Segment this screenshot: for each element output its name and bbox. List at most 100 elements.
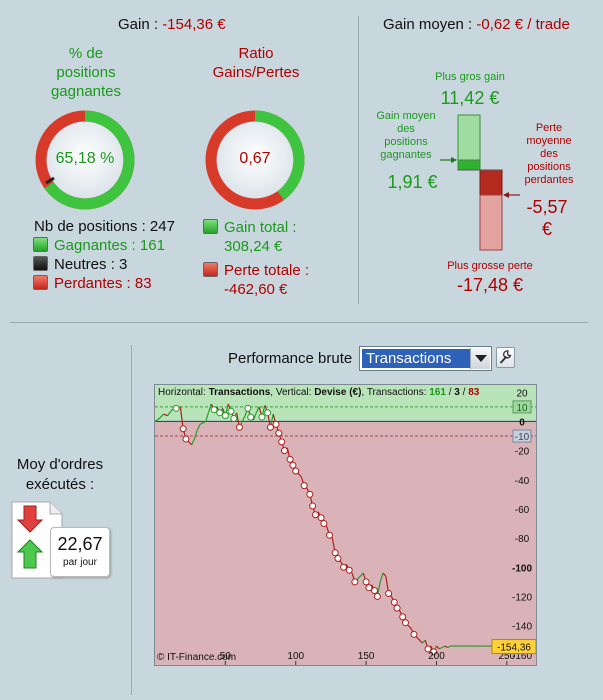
- series-segment: [191, 438, 195, 446]
- red-square-icon: [203, 262, 218, 277]
- data-point: [390, 598, 398, 606]
- top-divider-vertical: [358, 16, 359, 304]
- data-point: [399, 613, 407, 621]
- gain-total-value: 308,24 €: [224, 238, 283, 255]
- series-segment: [167, 409, 173, 416]
- data-point: [326, 531, 334, 539]
- data-point: [227, 407, 235, 415]
- data-point: [362, 578, 370, 586]
- settings-wrench-button[interactable]: [496, 347, 515, 368]
- data-point: [264, 409, 272, 417]
- upper-band-label: 10: [516, 403, 528, 414]
- perte-totale-label: Perte totale :: [224, 262, 310, 279]
- plus-gros-gain-value: 11,42 €: [440, 88, 500, 108]
- series-segment: [196, 424, 201, 431]
- pm-value-line2: €: [541, 219, 552, 239]
- data-point: [334, 555, 342, 563]
- gain-moyen-value: -0,62 € / trade: [476, 16, 570, 33]
- y-tick-label: -40: [515, 476, 530, 487]
- perte-totale: Perte totale : -462,60 €: [203, 261, 309, 299]
- x-tick-label: 100: [287, 651, 304, 662]
- data-point: [373, 592, 381, 600]
- plus-gros-gain-label: Plus gros gain: [435, 71, 505, 83]
- ordres-card: 22,67 par jour: [50, 527, 110, 577]
- data-point: [430, 648, 438, 656]
- plus-grosse-perte-label: Plus grosse perte: [447, 260, 533, 272]
- pm-value-line1: -5,57: [526, 197, 568, 217]
- ratio-donut: [205, 110, 305, 210]
- series-segment: [252, 412, 257, 421]
- series-segment: [382, 572, 387, 577]
- gain-moyen-summary: Gain moyen : -0,62 € / trade: [383, 16, 570, 33]
- ordres-label-line2: exécutés :: [25, 476, 95, 493]
- performance-chart: 50 100 150 200 250 20 0 -20 -40 -60 -80 -100 -120 -14…: [154, 384, 537, 666]
- data-point: [385, 590, 393, 598]
- lower-band-label: -10: [515, 432, 530, 443]
- data-point: [340, 563, 348, 571]
- perdantes-label: Perdantes : 83: [54, 275, 152, 292]
- data-point: [289, 461, 297, 469]
- pct-gagnantes-title: % de positions gagnantes: [30, 44, 142, 101]
- ordres-value: 22,67: [57, 534, 103, 554]
- data-point: [230, 415, 238, 423]
- series-segment: [179, 406, 184, 429]
- pct-title-line2: positions: [56, 64, 116, 81]
- data-point: [300, 482, 308, 490]
- gagnantes-label: Gagnantes : 161: [54, 237, 165, 254]
- data-point: [331, 549, 339, 557]
- chart-header-prefix: Horizontal:: [158, 387, 209, 398]
- data-point: [424, 645, 432, 653]
- chart-header-vertical: Devise (€): [314, 387, 362, 398]
- ratio-title-line1: Ratio: [238, 45, 274, 62]
- pct-title-line3: gagnantes: [50, 83, 122, 100]
- gm-line4: gagnantes: [380, 149, 432, 161]
- ratio-title-line2: Gains/Pertes: [212, 64, 300, 81]
- series-segment: [205, 412, 210, 422]
- series-segment: [241, 415, 246, 422]
- bottom-divider-vertical: [131, 345, 132, 695]
- positions-perdantes: Perdantes : 83: [33, 275, 152, 292]
- gain-label: Gain :: [118, 16, 163, 33]
- series-segment: [163, 413, 168, 417]
- series-segment: [436, 645, 440, 650]
- neutres-label: Neutres : 3: [54, 256, 128, 273]
- data-point: [317, 514, 325, 522]
- data-point: [311, 511, 319, 519]
- y-tick-label: 20: [516, 388, 528, 399]
- chart-credit: © IT-Finance.com: [157, 652, 237, 663]
- gm-line3: positions: [384, 136, 428, 148]
- gain-total-label: Gain total :: [224, 219, 297, 236]
- pm-line5: perdantes: [524, 174, 574, 186]
- plus-grosse-perte-value: -17,48 €: [456, 275, 524, 295]
- x-tick-label: 200: [428, 651, 445, 662]
- pm-line2: moyenne: [526, 135, 572, 147]
- y-tick-label: -160: [512, 651, 532, 662]
- x-tick-label: 250: [499, 651, 516, 662]
- chevron-down-icon[interactable]: [470, 348, 490, 369]
- gm-line2: des: [397, 123, 415, 135]
- data-point: [402, 619, 410, 627]
- transactions-select[interactable]: Transactions: [359, 346, 492, 371]
- gain-total: Gain total : 308,24 €: [203, 218, 297, 256]
- loss-zone: [155, 421, 536, 665]
- perte-moyenne-value: -5,57 €: [512, 196, 582, 240]
- data-point: [410, 630, 418, 638]
- perte-totale-value: -462,60 €: [224, 281, 288, 298]
- positions-neutres: Neutres : 3: [33, 256, 127, 273]
- pct-gagnantes-value: 65,18 %: [55, 150, 115, 167]
- pm-line1: Perte: [535, 122, 563, 134]
- last-value-label: -154,36: [497, 643, 531, 654]
- gain-value: -154,36 €: [162, 16, 226, 33]
- data-point: [286, 455, 294, 463]
- chart-header-neutral: 3: [454, 387, 460, 398]
- series-segment: [207, 403, 212, 413]
- chart-header: Horizontal: Transactions, Vertical: Devi…: [158, 387, 479, 398]
- series-segment: [357, 575, 361, 580]
- data-point: [266, 423, 274, 431]
- data-point: [247, 413, 255, 421]
- y-tick-label: -120: [512, 592, 532, 603]
- gain-moyen-label: Gain moyen :: [383, 16, 477, 33]
- chart-header-mid2: , Transactions:: [361, 387, 430, 398]
- data-point: [216, 409, 224, 417]
- chart-header-wins: 161: [429, 387, 446, 398]
